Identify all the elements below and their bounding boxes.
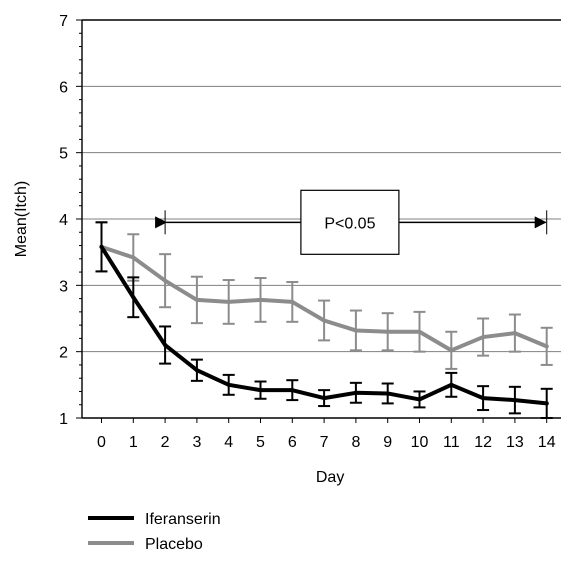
data-point xyxy=(163,278,168,283)
x-tick-label: 0 xyxy=(97,434,106,451)
x-axis-title: Day xyxy=(316,469,344,486)
legend-item-iferanserin: Iferanserin xyxy=(88,511,221,528)
data-series xyxy=(95,221,553,419)
series-placebo xyxy=(95,221,553,370)
data-point xyxy=(99,244,104,249)
annotations: P<0.05 xyxy=(155,189,548,255)
x-tick-label: 8 xyxy=(351,434,360,451)
data-point xyxy=(481,335,486,340)
data-point xyxy=(290,388,295,393)
y-tick-label: 7 xyxy=(59,13,68,30)
data-point xyxy=(258,297,263,302)
y-tick-label: 5 xyxy=(59,146,68,163)
data-point xyxy=(322,318,327,323)
data-point xyxy=(544,344,549,349)
significance-annotation: P<0.05 xyxy=(155,189,548,255)
data-point xyxy=(290,299,295,304)
x-tick-label: 13 xyxy=(506,434,524,451)
y-tick-label: 2 xyxy=(59,345,68,362)
x-tick-label: 10 xyxy=(411,434,429,451)
data-point xyxy=(194,297,199,302)
data-point xyxy=(353,328,358,333)
legend-label: Placebo xyxy=(145,536,203,553)
x-tick-label: 12 xyxy=(474,434,492,451)
y-tick-label: 6 xyxy=(59,79,68,96)
data-point xyxy=(449,348,454,353)
x-tick-label: 3 xyxy=(192,434,201,451)
data-point xyxy=(512,398,517,403)
y-tick-label: 4 xyxy=(59,212,68,229)
x-tick-label: 9 xyxy=(383,434,392,451)
y-tick-label: 3 xyxy=(59,278,68,295)
data-point xyxy=(194,368,199,373)
gridlines xyxy=(82,19,561,353)
x-tick-label: 11 xyxy=(443,434,460,451)
x-tick-label: 14 xyxy=(538,434,556,451)
data-point xyxy=(322,396,327,401)
y-axis-title: Mean(Itch) xyxy=(13,181,30,257)
annotation-text: P<0.05 xyxy=(324,215,375,232)
x-tick-label: 6 xyxy=(288,434,297,451)
x-tick-label: 2 xyxy=(161,434,170,451)
data-point xyxy=(258,388,263,393)
data-point xyxy=(226,382,231,387)
data-point xyxy=(385,329,390,334)
data-point xyxy=(512,331,517,336)
data-point xyxy=(417,329,422,334)
data-point xyxy=(226,299,231,304)
data-point xyxy=(353,390,358,395)
data-point xyxy=(163,343,168,348)
y-tick-label: 1 xyxy=(59,411,68,428)
series-iferanserin xyxy=(95,221,553,419)
data-point xyxy=(449,382,454,387)
data-point xyxy=(481,396,486,401)
x-tick-label: 7 xyxy=(320,434,329,451)
x-tick-label: 4 xyxy=(224,434,233,451)
legend-item-placebo: Placebo xyxy=(88,536,203,553)
x-tick-label: 5 xyxy=(256,434,265,451)
legend: Iferanserin Placebo xyxy=(88,511,221,553)
data-point xyxy=(131,255,136,260)
data-point xyxy=(385,391,390,396)
data-point xyxy=(131,295,136,300)
x-tick-label: 1 xyxy=(129,434,138,451)
data-point xyxy=(544,401,549,406)
annotation-box xyxy=(300,189,400,255)
legend-label: Iferanserin xyxy=(145,511,221,528)
data-point xyxy=(417,397,422,402)
